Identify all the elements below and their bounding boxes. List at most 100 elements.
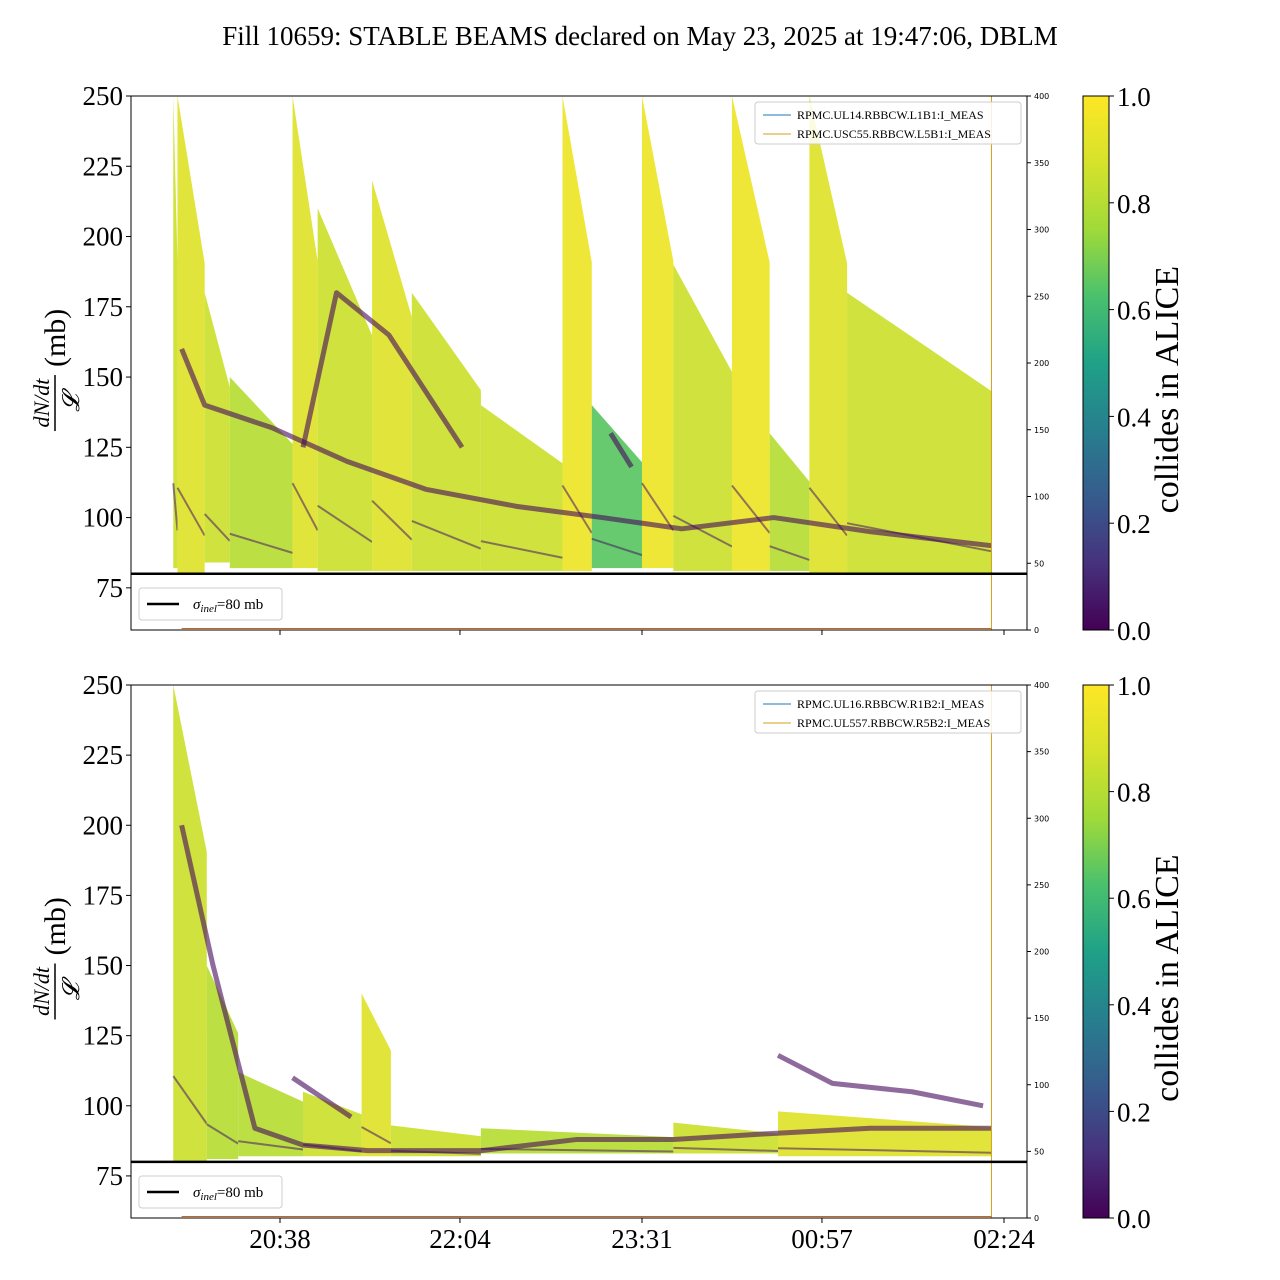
reference-legend-label: σinel=80 mb <box>193 597 263 615</box>
y-tick-label: 250 <box>83 670 124 700</box>
data-band-core <box>591 537 643 557</box>
data-band <box>591 405 642 569</box>
y2-tick-label: 300 <box>1034 226 1049 235</box>
legend-entry: RPMC.UL16.RBBCW.R1B2:I_MEAS <box>797 697 984 711</box>
data-band <box>229 377 293 569</box>
dark-trace <box>608 431 634 469</box>
data-band-core <box>291 482 319 531</box>
colorbar-tick-label: 0.6 <box>1117 296 1151 326</box>
y-label-group: dN/dt 𝓛 (mb) <box>29 897 85 1020</box>
data-band <box>778 1111 992 1157</box>
data-band-core <box>317 504 373 543</box>
data-band-core <box>411 519 482 550</box>
figure-title: Fill 10659: STABLE BEAMS declared on May… <box>222 21 1058 51</box>
legend-box <box>754 690 1022 734</box>
y-label-unit: (mb) <box>39 309 72 367</box>
data-band-core <box>731 484 771 534</box>
dark-trace <box>776 1053 984 1109</box>
y-tick-label: 75 <box>96 1161 123 1191</box>
y-tick-label: 250 <box>83 81 124 111</box>
bottom-x-axis: 20:38 22:04 23:31 00:57 02:24 <box>249 1218 1035 1254</box>
data-band <box>847 292 992 574</box>
data-band-core <box>203 513 231 542</box>
y-tick-label: 225 <box>83 740 124 770</box>
y2-tick-label: 250 <box>1034 292 1049 301</box>
data-band <box>238 1072 304 1157</box>
data-band-core <box>229 532 293 554</box>
top-plot-area <box>172 96 992 630</box>
y-label-numerator: dN/dt <box>29 378 54 428</box>
y-tick-label: 200 <box>83 810 124 840</box>
reference-legend-box <box>138 587 283 621</box>
top-reference-legend: σinel=80 mb <box>138 587 283 621</box>
data-band-core <box>480 540 563 559</box>
colorbar-tick-label: 0.4 <box>1117 991 1151 1021</box>
y2-tick-label: 50 <box>1034 1147 1044 1156</box>
top-panel: 75 100 125 150 175 200 225 250 0 50 100 150 200 250 3… <box>29 81 1186 646</box>
reference-legend-box <box>138 1175 283 1209</box>
legend-box <box>754 101 1022 145</box>
data-band <box>361 993 391 1157</box>
data-band <box>204 292 230 563</box>
y2-tick-label: 250 <box>1034 881 1049 890</box>
y-label-numerator: dN/dt <box>29 966 54 1016</box>
data-band <box>731 96 770 571</box>
top-colorbar: 0.0 0.2 0.4 0.6 0.8 1.0 collides in ALICE <box>1082 82 1186 646</box>
colorbar-tick-label: 0.4 <box>1117 402 1151 432</box>
y-tick-label: 175 <box>83 880 124 910</box>
reference-legend-label: σinel=80 mb <box>193 1185 263 1203</box>
data-band-core <box>176 487 206 537</box>
bottom-y-axis-label: dN/dt 𝓛 (mb) <box>29 897 85 1020</box>
top-legend: RPMC.UL14.RBBCW.L1B1:I_MEAS RPMC.USC55.RB… <box>754 101 1022 145</box>
y2-tick-label: 350 <box>1034 748 1049 757</box>
y2-tick-label: 400 <box>1034 681 1049 690</box>
data-band <box>173 685 207 1162</box>
dark-trace <box>179 824 992 1154</box>
top-x-axis <box>279 630 1005 635</box>
top-right-y-axis: 0 50 100 150 200 250 300 350 400 <box>1027 92 1049 635</box>
top-y-axis-label: dN/dt 𝓛 (mb) <box>29 309 85 432</box>
bottom-reference-legend: σinel=80 mb <box>138 1175 283 1209</box>
y-tick-label: 125 <box>83 432 124 462</box>
colorbar-label: collides in ALICE <box>1149 266 1186 513</box>
dark-trace <box>291 1075 353 1120</box>
data-band <box>206 965 239 1160</box>
y-tick-label: 125 <box>83 1021 124 1051</box>
colorbar-tick-label: 0.0 <box>1117 616 1151 646</box>
bottom-right-y-axis: 0 50 100 150 200 250 300 350 400 <box>1027 681 1049 1223</box>
y2-tick-label: 100 <box>1034 1081 1049 1090</box>
colorbar-tick-label: 0.2 <box>1117 1097 1151 1127</box>
y-tick-label: 225 <box>83 151 124 181</box>
x-tick-label: 20:38 <box>249 1224 311 1254</box>
y-tick-label: 150 <box>83 951 124 981</box>
data-band <box>673 264 732 571</box>
y2-tick-label: 150 <box>1034 426 1049 435</box>
data-band-core <box>238 1140 304 1151</box>
dark-trace <box>179 347 992 549</box>
colorbar-tick-label: 0.0 <box>1117 1204 1151 1234</box>
y2-tick-label: 0 <box>1034 626 1039 635</box>
y-label-denominator: 𝓛 <box>59 388 85 412</box>
top-y-axis: 75 100 125 150 175 200 225 250 <box>83 81 131 603</box>
x-tick-label: 00:57 <box>791 1224 853 1254</box>
colorbar-label: collides in ALICE <box>1149 854 1186 1101</box>
colorbar-tick-label: 1.0 <box>1117 82 1151 112</box>
legend-entry: RPMC.UL14.RBBCW.L1B1:I_MEAS <box>797 108 984 122</box>
data-band <box>411 292 481 571</box>
data-band-core <box>641 482 675 531</box>
data-band <box>303 1091 362 1157</box>
data-band <box>292 96 318 569</box>
y-tick-label: 75 <box>96 573 123 603</box>
data-band-core <box>206 1123 239 1145</box>
y-tick-label: 100 <box>83 1091 124 1121</box>
data-band <box>177 96 205 574</box>
data-band-core <box>172 483 179 531</box>
data-band <box>372 180 412 571</box>
bottom-plot-area <box>172 685 992 1218</box>
colorbar-tick-label: 0.8 <box>1117 778 1151 808</box>
y-label-denominator: 𝓛 <box>59 976 85 1000</box>
y2-tick-label: 350 <box>1034 159 1049 168</box>
y2-tick-label: 100 <box>1034 493 1049 502</box>
data-band-core <box>777 1147 992 1154</box>
data-band-core <box>172 1075 208 1125</box>
